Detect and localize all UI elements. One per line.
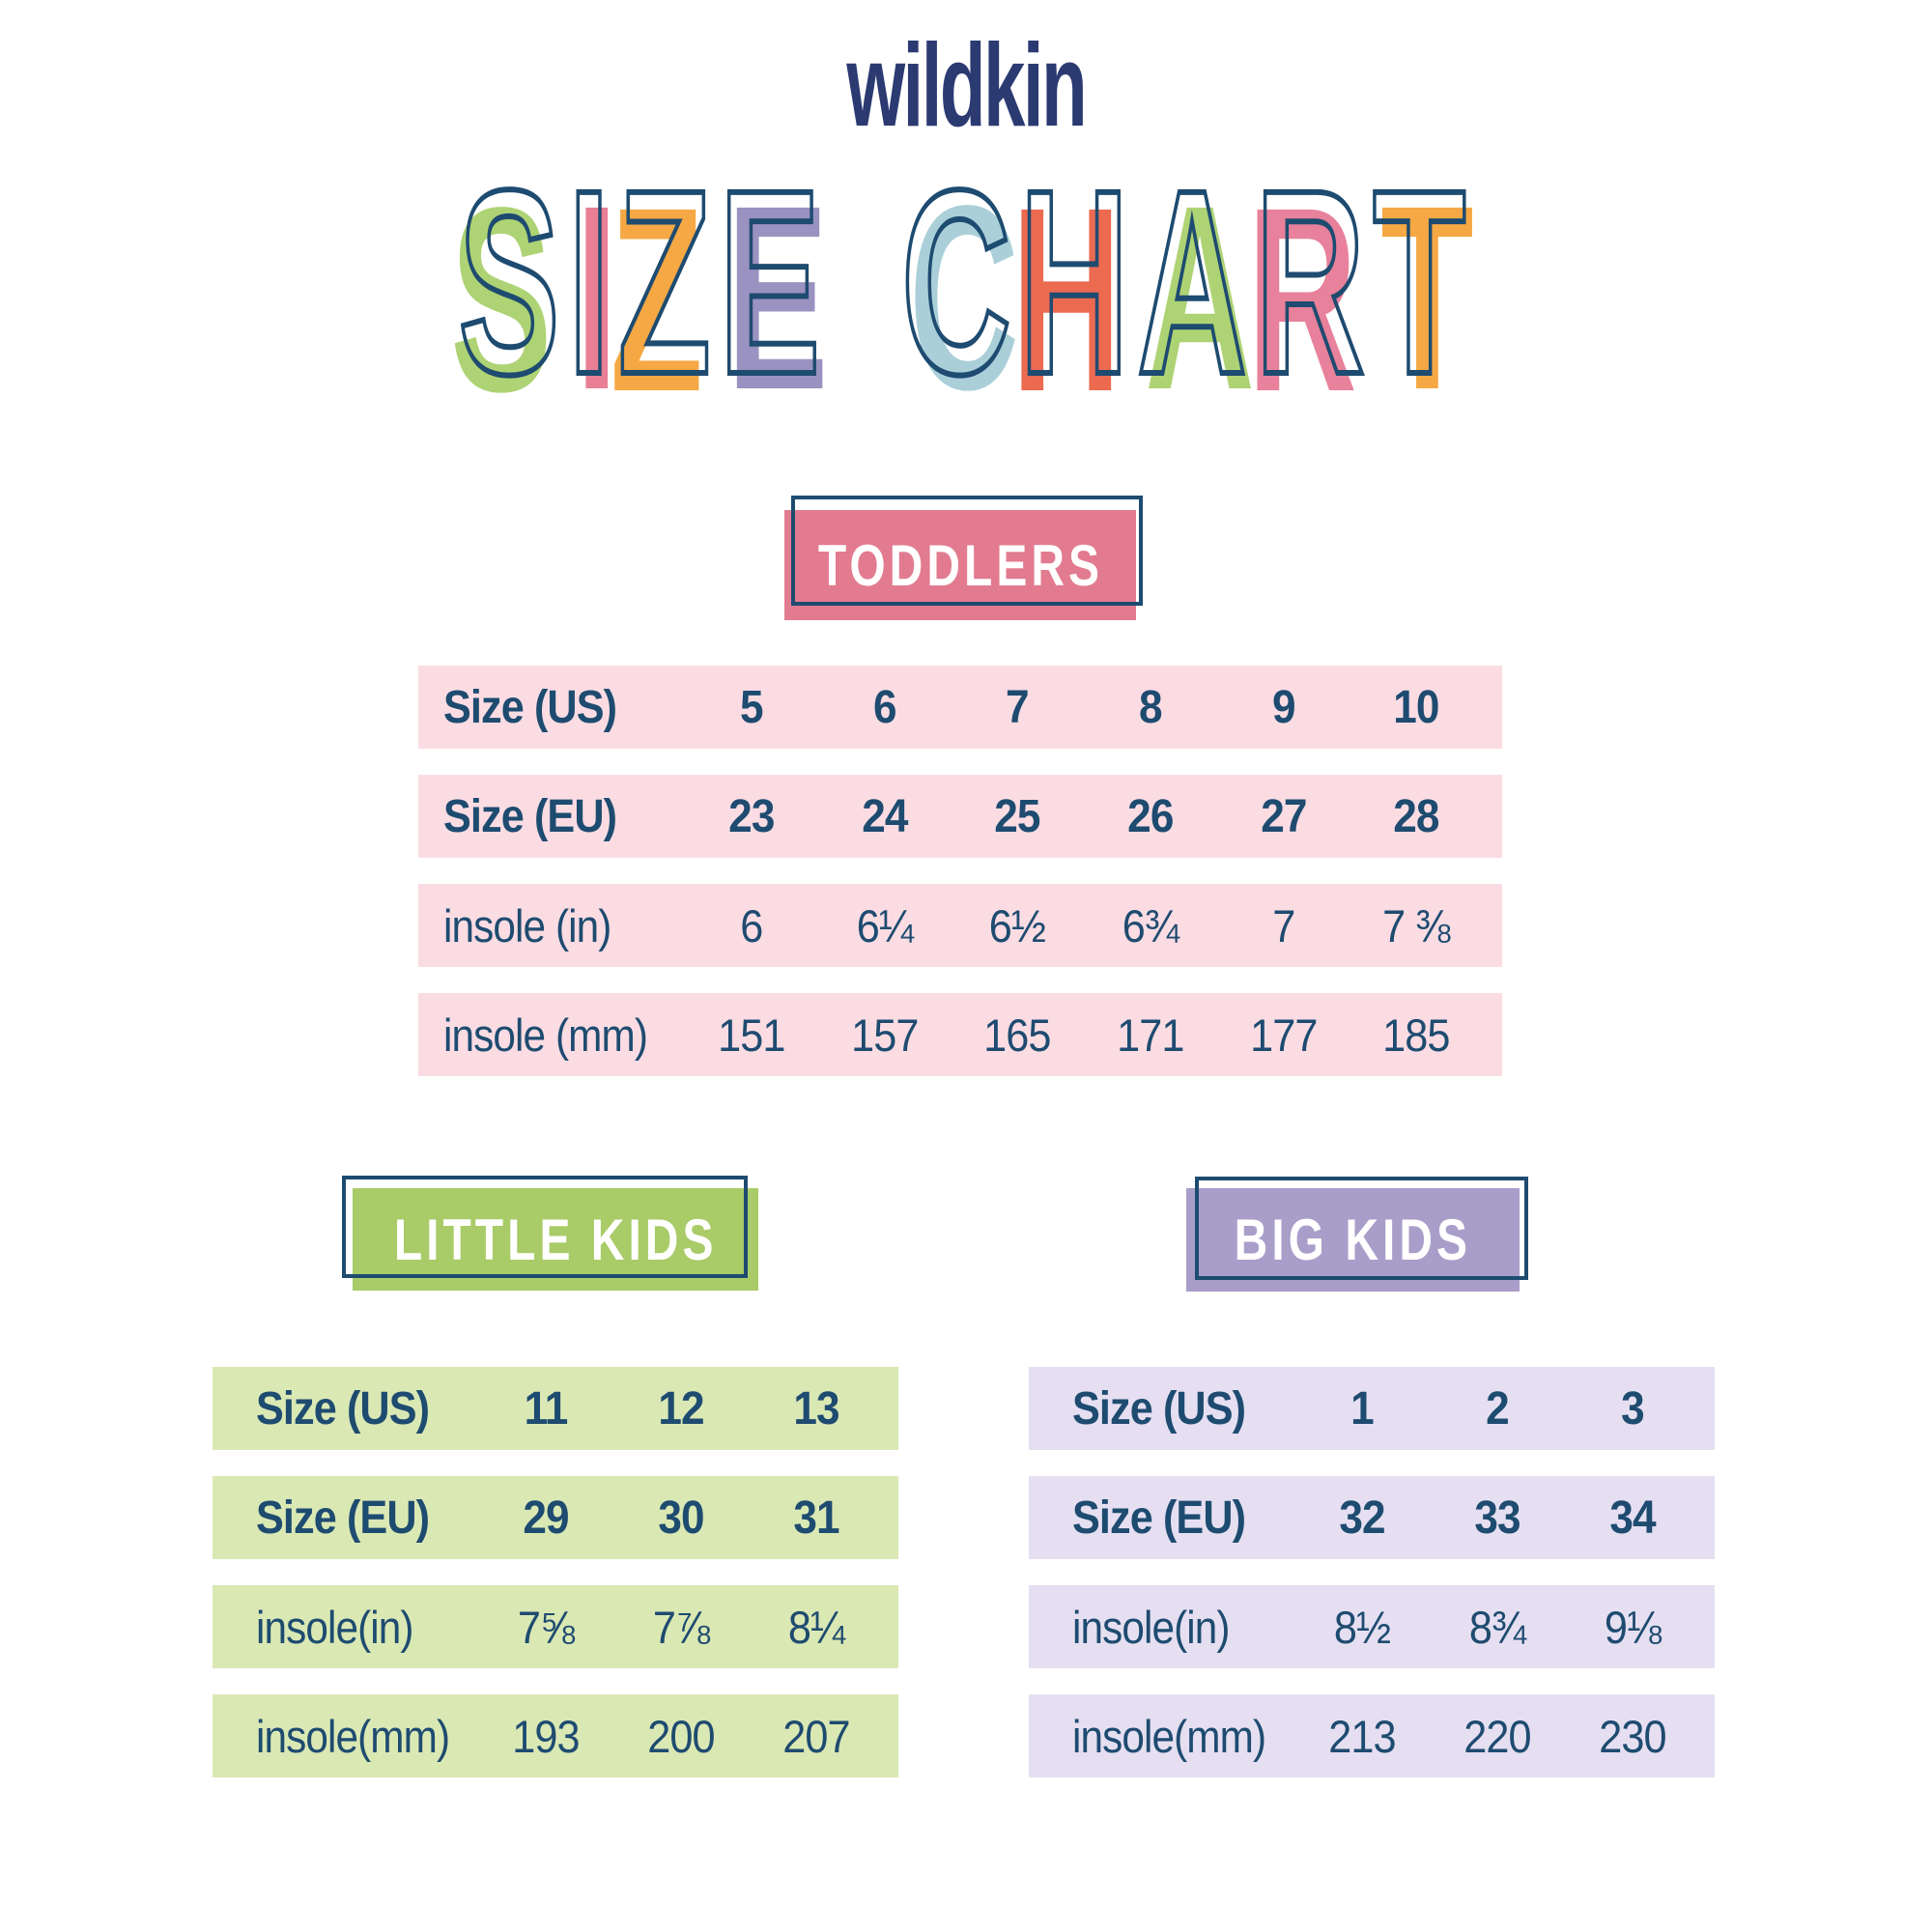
table-row: Size (EU) 23 24 25 26 27 28 — [418, 775, 1502, 858]
cell-value: 230 — [1599, 1710, 1666, 1762]
title-letter-h: H — [1017, 148, 1137, 416]
cell-value: 5 — [739, 681, 764, 733]
table-row: insole (mm) 151 157 165 171 177 185 — [418, 993, 1502, 1076]
row-label: insole(in) — [1072, 1601, 1231, 1653]
cell-value: 193 — [512, 1710, 580, 1762]
cell-value: 6 — [740, 899, 763, 952]
toddlers-size-table: Size (US) 5 6 7 8 9 10 Size (EU) 23 24 25 26 27 28 ins… — [418, 666, 1502, 1076]
row-label: insole(mm) — [256, 1710, 450, 1762]
row-label: insole (mm) — [443, 1009, 648, 1061]
section-badge-label: TODDLERS — [817, 532, 1103, 598]
title-letter-s: S — [457, 148, 567, 416]
cell-value: 9⅛ — [1604, 1601, 1662, 1653]
cell-value: 30 — [658, 1492, 704, 1544]
cell-value: 23 — [728, 790, 775, 842]
row-label: Size (EU) — [443, 790, 617, 842]
section-badge-label: BIG KIDS — [1234, 1208, 1471, 1272]
cell-value: 6¼ — [856, 899, 913, 952]
cell-value: 177 — [1249, 1009, 1318, 1061]
row-label: Size (US) — [1072, 1382, 1246, 1435]
cell-value: 3 — [1621, 1382, 1645, 1435]
cell-value: 7 — [1006, 681, 1030, 733]
cell-value: 6¾ — [1122, 899, 1179, 952]
cell-value: 2 — [1486, 1382, 1510, 1435]
little-kids-size-table: Size (US) 11 12 13 Size (EU) 29 30 31 insole(in)… — [213, 1367, 898, 1777]
row-label: insole (in) — [443, 899, 611, 952]
table-row: insole(in) 8½ 8¾ 9⅛ — [1029, 1585, 1715, 1668]
page-title: SIZECHART — [406, 148, 1526, 416]
row-label: Size (US) — [256, 1382, 430, 1435]
cell-value: 25 — [994, 790, 1041, 842]
cell-value: 207 — [782, 1710, 850, 1762]
cell-value: 7 — [1271, 899, 1295, 952]
cell-value: 32 — [1339, 1492, 1385, 1544]
cell-value: 27 — [1260, 790, 1307, 842]
title-letter-z: Z — [616, 148, 719, 416]
row-label: insole(mm) — [1072, 1710, 1266, 1762]
cell-value: 34 — [1609, 1492, 1656, 1544]
section-little-kids: LITTLE KIDS Size (US) 11 12 13 Size (EU) 29 30… — [213, 1176, 898, 1804]
title-space — [829, 151, 901, 413]
table-row: Size (EU) 32 33 34 — [1029, 1476, 1715, 1559]
row-label: Size (US) — [443, 681, 617, 733]
cell-value: 8¾ — [1468, 1601, 1526, 1653]
cell-value: 165 — [983, 1009, 1051, 1061]
row-label: Size (EU) — [256, 1492, 430, 1544]
table-row: Size (EU) 29 30 31 — [213, 1476, 898, 1559]
brand-logo: wildkin — [0, 17, 1932, 153]
cell-value: 6½ — [989, 899, 1046, 952]
cell-value: 200 — [647, 1710, 715, 1762]
section-badge-big-kids: BIG KIDS — [1185, 1177, 1528, 1292]
cell-value: 10 — [1393, 681, 1440, 733]
table-row: insole (in) 6 6¼ 6½ 6¾ 7 7 ⅜ — [418, 884, 1502, 967]
section-badge-label: LITTLE KIDS — [393, 1207, 718, 1272]
cell-value: 220 — [1463, 1710, 1531, 1762]
cell-value: 151 — [718, 1009, 785, 1061]
title-letter-r: R — [1253, 148, 1373, 416]
table-row: Size (US) 1 2 3 — [1029, 1367, 1715, 1450]
cell-value: 171 — [1117, 1009, 1184, 1061]
row-label: insole(in) — [256, 1601, 414, 1653]
table-row: insole(mm) 193 200 207 — [213, 1694, 898, 1777]
cell-value: 185 — [1382, 1009, 1450, 1061]
cell-value: 6 — [872, 681, 897, 733]
title-letter-t: T — [1371, 148, 1473, 416]
cell-value: 9 — [1271, 681, 1296, 733]
table-row: insole(in) 7⅝ 7⅞ 8¼ — [213, 1585, 898, 1668]
cell-value: 157 — [850, 1009, 919, 1061]
cell-value: 7⅞ — [652, 1601, 710, 1653]
title-letter-i: I — [566, 148, 618, 416]
cell-value: 12 — [658, 1382, 704, 1435]
table-row: Size (US) 5 6 7 8 9 10 — [418, 666, 1502, 749]
cell-value: 31 — [793, 1492, 839, 1544]
cell-value: 7 ⅜ — [1382, 899, 1450, 952]
title-letter-e: E — [717, 148, 828, 416]
title-letter-c: C — [899, 148, 1019, 416]
cell-value: 8¼ — [787, 1601, 845, 1653]
section-toddlers: TODDLERS Size (US) 5 6 7 8 9 10 Size (EU) 23 24 25… — [418, 496, 1502, 1102]
cell-value: 8½ — [1333, 1601, 1391, 1653]
brand-logo-text: wildkin — [846, 19, 1088, 151]
cell-value: 33 — [1474, 1492, 1520, 1544]
section-badge-little-kids: LITTLE KIDS — [342, 1176, 758, 1291]
cell-value: 11 — [524, 1382, 569, 1435]
row-label: Size (EU) — [1072, 1492, 1246, 1544]
section-big-kids: BIG KIDS Size (US) 1 2 3 Size (EU) 32 33 34 inso… — [1029, 1177, 1715, 1804]
table-row: Size (US) 11 12 13 — [213, 1367, 898, 1450]
cell-value: 26 — [1127, 790, 1174, 842]
cell-value: 213 — [1328, 1710, 1396, 1762]
big-kids-size-table: Size (US) 1 2 3 Size (EU) 32 33 34 insole(in) 8½ 8… — [1029, 1367, 1715, 1777]
cell-value: 1 — [1350, 1382, 1375, 1435]
cell-value: 29 — [523, 1492, 569, 1544]
cell-value: 7⅝ — [517, 1601, 575, 1653]
cell-value: 13 — [793, 1382, 839, 1435]
cell-value: 8 — [1138, 681, 1163, 733]
section-badge-toddlers: TODDLERS — [784, 496, 1143, 620]
table-row: insole(mm) 213 220 230 — [1029, 1694, 1715, 1777]
cell-value: 28 — [1393, 790, 1440, 842]
cell-value: 24 — [861, 790, 908, 842]
title-letter-a: A — [1135, 148, 1255, 416]
